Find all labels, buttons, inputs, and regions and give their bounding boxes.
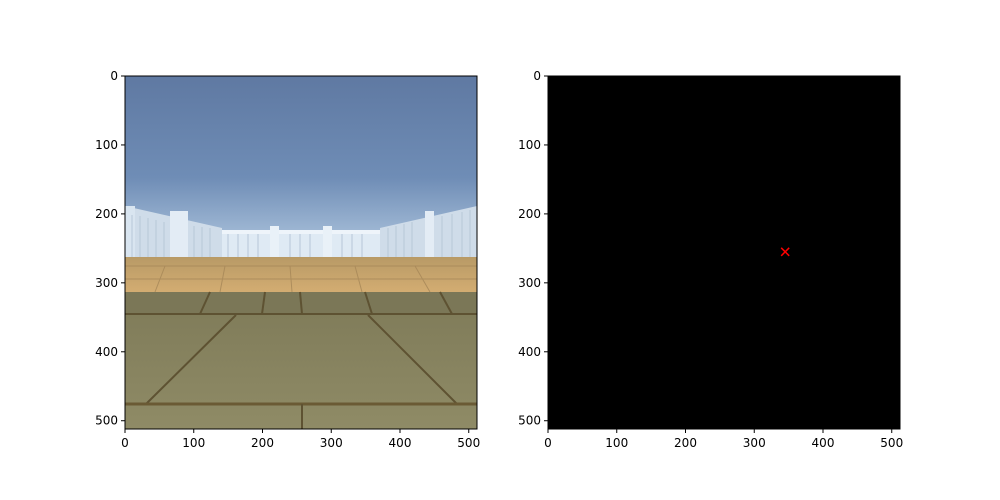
scene-image: [125, 76, 477, 429]
right-markers: [780, 247, 790, 257]
right-x-tick-label-200: 200: [674, 436, 697, 450]
right-image-black: [548, 76, 900, 429]
left-y-tick-label-100: 100: [95, 138, 118, 152]
right-x-tick-label-400: 400: [812, 436, 835, 450]
right-y-tick-label-500: 500: [518, 414, 541, 428]
left-y-tick-label-200: 200: [95, 207, 118, 221]
scene-tile-grout: [125, 291, 477, 429]
left-x-tick-label-300: 300: [320, 436, 343, 450]
right-x-tick-label-500: 500: [880, 436, 903, 450]
left-x-tick-label-400: 400: [389, 436, 412, 450]
scene-fence-back: [218, 230, 380, 258]
left-x-tick-label-500: 500: [457, 436, 480, 450]
right-y-tick-label-0: 0: [533, 69, 541, 83]
left-y-tick-label-500: 500: [95, 414, 118, 428]
right-y-tick-label-100: 100: [518, 138, 541, 152]
left-y-tick-label-0: 0: [110, 69, 118, 83]
right-x-tick-label-0: 0: [544, 436, 552, 450]
left-y-tick-label-400: 400: [95, 345, 118, 359]
scene-fence-slats: [131, 210, 471, 258]
right-y-tick-label-300: 300: [518, 276, 541, 290]
left-y-tick-label-300: 300: [95, 276, 118, 290]
right-y-tick-label-400: 400: [518, 345, 541, 359]
right-x-tick-label-100: 100: [605, 436, 628, 450]
right-x-tick-label-300: 300: [743, 436, 766, 450]
left-x-tick-label-0: 0: [121, 436, 129, 450]
right-y-tick-label-200: 200: [518, 207, 541, 221]
scene-floor-far: [125, 257, 477, 293]
right-axes-frame: [547, 75, 901, 430]
left-axes-frame: [124, 75, 478, 430]
marker-x-0: [780, 247, 790, 257]
left-x-tick-label-200: 200: [251, 436, 274, 450]
left-x-tick-label-100: 100: [182, 436, 205, 450]
